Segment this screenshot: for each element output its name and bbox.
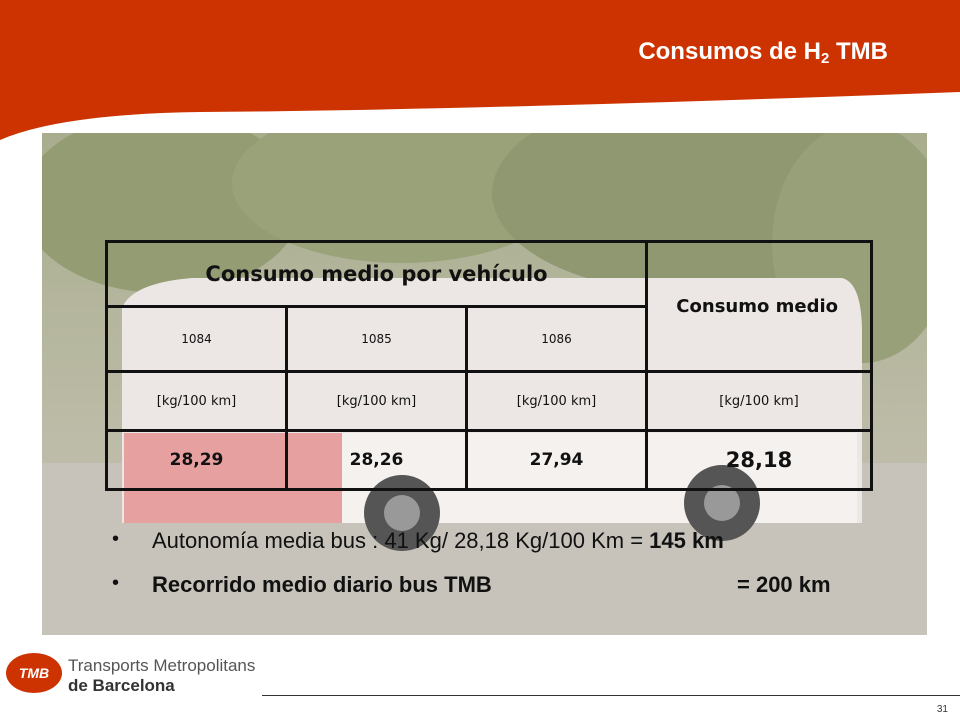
unit-average: [kg/100 km] [645,370,873,432]
vehicle-1084: 1084 [105,305,288,373]
svg-text:TMB: TMB [19,665,49,681]
table-header-vehicle-group: Consumo medio por vehículo [105,240,648,308]
tmb-logo-mark: TMB [6,653,62,693]
bullet-daily-distance: • Recorrido medio diario bus TMB = 200 k… [112,572,872,616]
bullet-list: • Autonomía media bus : 41 Kg/ 28,18 Kg/… [112,528,872,616]
unit-1086: [kg/100 km] [465,370,648,432]
value-1086: 27,94 [465,429,648,491]
value-average: 28,18 [645,429,873,491]
page-number: 31 [936,704,948,715]
unit-1085: [kg/100 km] [285,370,468,432]
logo-line-1: Transports Metropolitans [68,656,256,675]
footer-divider [262,695,960,696]
tmb-logo: TMB Transports Metropolitans de Barcelon… [4,648,264,698]
bullet-autonomy: • Autonomía media bus : 41 Kg/ 28,18 Kg/… [112,528,872,572]
bullet-autonomy-text: Autonomía media bus : 41 Kg/ 28,18 Kg/10… [152,528,724,553]
value-1085: 28,26 [285,429,468,491]
bullet-daily-distance-text: Recorrido medio diario bus TMB [152,572,492,597]
bullet-dot-icon: • [112,572,120,594]
unit-1084: [kg/100 km] [105,370,288,432]
consumption-grid: Consumo medio por vehículo Consumo medio… [105,240,873,491]
value-1084: 28,29 [105,429,288,491]
vehicle-1086: 1086 [465,305,648,373]
vehicle-1085: 1085 [285,305,468,373]
table-header-average: Consumo medio [645,240,873,373]
logo-line-2: de Barcelona [68,676,175,695]
bullet-dot-icon: • [112,528,120,550]
header-band: Consumos de H2 TMB [0,0,960,140]
bullet-daily-distance-value: = 200 km [737,572,831,597]
consumption-table: Consumo medio por vehículo Consumo medio… [105,240,873,491]
header-shape [0,0,960,140]
slide-title: Consumos de H2 TMB [638,38,888,67]
